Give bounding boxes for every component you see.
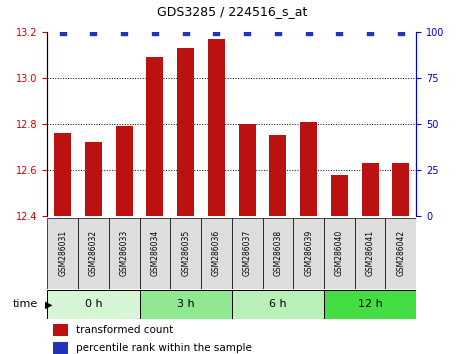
Bar [53, 342, 68, 354]
Bar [324, 290, 416, 319]
Text: ▶: ▶ [45, 299, 53, 309]
Point [243, 29, 251, 35]
Bar [147, 57, 163, 216]
Bar [140, 290, 232, 319]
Text: GSM286042: GSM286042 [396, 230, 405, 276]
Bar [270, 136, 286, 216]
Bar [201, 218, 232, 289]
Bar [54, 133, 71, 216]
Text: GSM286040: GSM286040 [335, 230, 344, 276]
Text: percentile rank within the sample: percentile rank within the sample [76, 343, 252, 353]
Bar [385, 218, 416, 289]
Text: transformed count: transformed count [76, 325, 173, 335]
Point [336, 29, 343, 35]
Text: GSM286033: GSM286033 [120, 230, 129, 276]
Point [182, 29, 189, 35]
Bar [177, 48, 194, 216]
Text: GSM286036: GSM286036 [212, 230, 221, 276]
Text: 3 h: 3 h [177, 299, 194, 309]
Point [120, 29, 128, 35]
Bar [140, 218, 170, 289]
Point [274, 29, 282, 35]
Text: GSM286038: GSM286038 [273, 230, 282, 276]
Bar [116, 126, 132, 216]
Bar [324, 218, 355, 289]
Bar [47, 218, 78, 289]
Point [366, 29, 374, 35]
Text: GSM286037: GSM286037 [243, 230, 252, 276]
Point [213, 29, 220, 35]
Text: time: time [13, 299, 38, 309]
Point [90, 29, 97, 35]
Point [305, 29, 312, 35]
Bar [331, 175, 348, 216]
Text: 12 h: 12 h [358, 299, 383, 309]
Bar [208, 39, 225, 216]
Bar [53, 324, 68, 336]
Text: 0 h: 0 h [85, 299, 102, 309]
Bar [78, 218, 109, 289]
Text: GSM286031: GSM286031 [58, 230, 67, 276]
Bar [170, 218, 201, 289]
Text: GSM286032: GSM286032 [89, 230, 98, 276]
Point [151, 29, 159, 35]
Point [59, 29, 66, 35]
Bar [263, 218, 293, 289]
Text: GSM286034: GSM286034 [150, 230, 159, 276]
Text: GSM286039: GSM286039 [304, 230, 313, 276]
Bar [362, 163, 378, 216]
Bar [232, 290, 324, 319]
Bar [300, 121, 317, 216]
Bar [232, 218, 263, 289]
Text: GDS3285 / 224516_s_at: GDS3285 / 224516_s_at [157, 5, 307, 18]
Bar [239, 124, 255, 216]
Bar [293, 218, 324, 289]
Bar [355, 218, 385, 289]
Bar [47, 290, 140, 319]
Bar [85, 142, 102, 216]
Bar [109, 218, 140, 289]
Text: GSM286041: GSM286041 [366, 230, 375, 276]
Text: GSM286035: GSM286035 [181, 230, 190, 276]
Text: 6 h: 6 h [269, 299, 287, 309]
Point [397, 29, 405, 35]
Bar [393, 163, 409, 216]
